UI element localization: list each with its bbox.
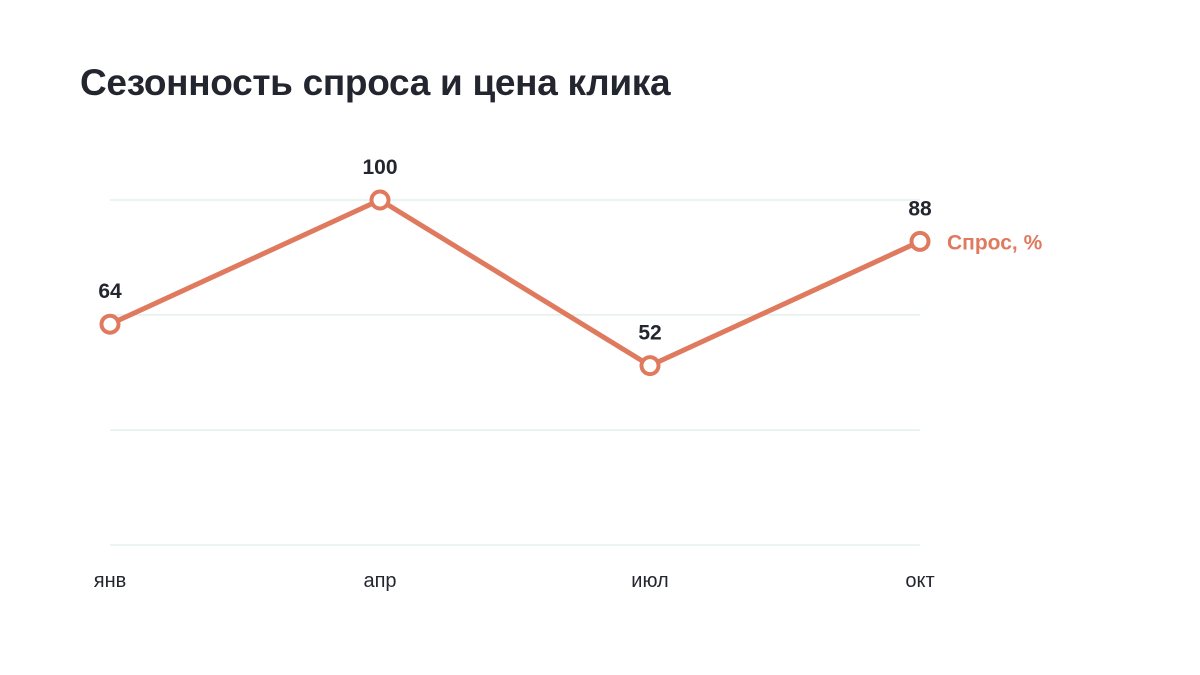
x-tick-label-1: апр	[363, 570, 396, 592]
data-label-0: 64	[98, 280, 122, 303]
series-group: 64 100 52 88 Спрос, %	[98, 156, 1043, 377]
series-legend-label: Спрос, %	[947, 231, 1043, 254]
x-tick-label-0: янв	[94, 570, 127, 592]
x-tick-label-3: окт	[905, 570, 934, 592]
data-label-2: 52	[638, 322, 661, 345]
chart-title: Сезонность спроса и цена клика	[80, 62, 671, 103]
grid-lines	[110, 199, 920, 546]
x-axis-ticks: янв апр июл окт	[94, 570, 935, 592]
data-point-3	[909, 230, 931, 252]
x-tick-label-2: июл	[631, 570, 668, 592]
data-label-3: 88	[908, 197, 932, 220]
data-point-2	[639, 355, 661, 377]
data-label-1: 100	[362, 156, 397, 179]
data-point-1	[369, 189, 391, 211]
series-line-0	[107, 197, 923, 369]
data-point-0	[99, 313, 121, 335]
